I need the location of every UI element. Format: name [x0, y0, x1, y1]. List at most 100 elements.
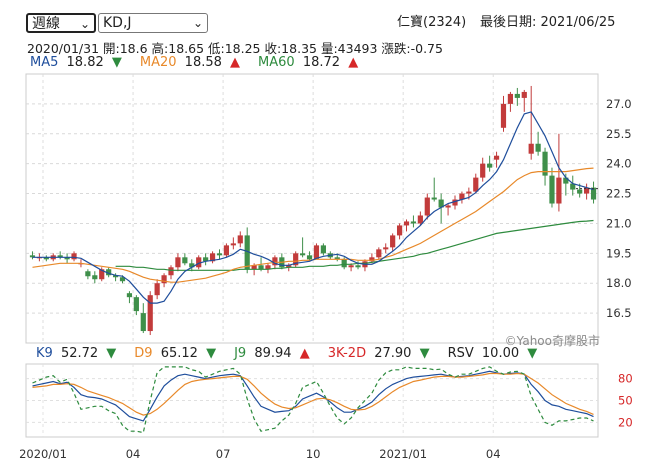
- d9-line: [32, 372, 594, 416]
- candle-body: [286, 265, 292, 268]
- ma60-line: [115, 219, 594, 271]
- candle-body: [556, 177, 562, 204]
- candle-body: [265, 265, 271, 270]
- candle: [487, 155, 493, 172]
- candle-body: [320, 245, 326, 254]
- kd-legend-3k-2d: 3K-2D 27.90 ▼: [328, 346, 434, 361]
- candle: [57, 251, 63, 260]
- candle-body: [313, 245, 320, 260]
- candle-body: [438, 199, 444, 208]
- y-tick-label: 27.0: [606, 97, 632, 111]
- candle: [182, 253, 188, 266]
- candle-body: [161, 275, 167, 284]
- candle-body: [410, 221, 417, 224]
- candle: [64, 253, 70, 264]
- candle: [230, 237, 236, 250]
- candle-layer: [29, 85, 597, 336]
- x-tick-label: 07: [216, 447, 231, 461]
- kd-legend-d9: D9 65.12 ▼: [134, 346, 220, 361]
- candle-body: [521, 91, 527, 98]
- candle: [223, 243, 230, 258]
- candle-body: [452, 199, 458, 206]
- candle: [459, 191, 465, 204]
- candle-body: [126, 293, 133, 298]
- candle-body: [29, 255, 36, 258]
- legend-value: 89.94: [254, 346, 296, 361]
- ma-legend-ma20: MA20 18.58 ▲: [140, 55, 244, 70]
- candle: [99, 267, 105, 282]
- legend-label: K9: [36, 346, 57, 361]
- candle: [445, 203, 451, 216]
- kd-legend: K9 52.72 ▼ D9 65.12 ▼ J9 89.94 ▲ 3K-2D 27.9…: [36, 346, 555, 361]
- candle: [203, 253, 209, 266]
- candle-body: [251, 265, 257, 270]
- candle-body: [175, 257, 181, 268]
- candle-body: [196, 257, 202, 268]
- candle: [383, 243, 389, 254]
- candle: [556, 133, 562, 212]
- candle: [265, 263, 271, 274]
- y-tick-label: 25.5: [606, 127, 632, 141]
- candle-body: [459, 193, 465, 200]
- ma-legend: MA5 18.82 ▼ MA20 18.58 ▲ MA60 18.72 ▲: [30, 55, 376, 70]
- candle: [237, 231, 243, 248]
- chevron-down-icon: ⌄: [79, 17, 90, 31]
- arrow-down-icon: ▼: [206, 346, 217, 361]
- candle: [29, 251, 36, 260]
- candle: [396, 223, 403, 240]
- candle-body: [507, 93, 514, 104]
- candle: [85, 269, 91, 280]
- candle: [92, 271, 98, 284]
- candle-body: [348, 265, 354, 268]
- candle-body: [383, 247, 389, 250]
- candle-body: [168, 267, 174, 276]
- legend-value: 27.90: [374, 346, 416, 361]
- candle-body: [390, 235, 396, 248]
- candle: [417, 211, 423, 226]
- candle: [424, 193, 430, 220]
- candle: [480, 157, 486, 182]
- candle-body: [92, 275, 98, 280]
- candle: [209, 251, 216, 264]
- candle-body: [112, 275, 119, 278]
- candle-body: [563, 177, 569, 184]
- arrow-up-icon: ▲: [230, 55, 241, 70]
- candle-body: [209, 253, 216, 262]
- ohlc-info-line: 2020/01/31 開:18.6 高:18.65 低:18.25 收:18.3…: [27, 41, 443, 56]
- legend-value: 65.12: [160, 346, 203, 361]
- candle-body: [466, 191, 472, 194]
- candle: [306, 251, 313, 262]
- main-panel-frame: [25, 73, 599, 344]
- period-select[interactable]: 週線 ⌄: [26, 13, 96, 33]
- last-date-label: 最後日期: 2021/06/25: [480, 15, 616, 30]
- candle: [71, 251, 77, 262]
- indicator-select[interactable]: KD,J ⌄: [98, 13, 208, 33]
- candle-body: [487, 163, 493, 168]
- kd-legend-j9: J9 89.94 ▲: [234, 346, 314, 361]
- legend-label: RSV: [447, 346, 478, 361]
- candle: [590, 181, 597, 204]
- candle: [43, 255, 49, 262]
- y-tick-label: 16.5: [606, 306, 632, 320]
- candle-body: [57, 255, 63, 258]
- candle-body: [154, 283, 160, 296]
- ma-legend-ma60: MA60 18.72 ▲: [258, 55, 362, 70]
- candle-body: [549, 175, 555, 204]
- candle-body: [403, 221, 410, 226]
- candle: [216, 249, 223, 260]
- legend-label: D9: [134, 346, 157, 361]
- candle-body: [480, 163, 486, 178]
- candle-body: [71, 253, 77, 260]
- candle: [514, 87, 520, 106]
- stock-name: 仁寶(2324): [397, 15, 467, 30]
- x-tick-label: 04: [126, 447, 141, 461]
- candle-body: [431, 197, 437, 200]
- legend-label: MA20: [139, 55, 181, 70]
- y-tick-label: 24.0: [606, 157, 632, 171]
- candle: [161, 273, 167, 288]
- candle: [112, 273, 119, 282]
- candle: [133, 295, 139, 316]
- candle: [355, 261, 361, 270]
- candle-body: [189, 263, 195, 268]
